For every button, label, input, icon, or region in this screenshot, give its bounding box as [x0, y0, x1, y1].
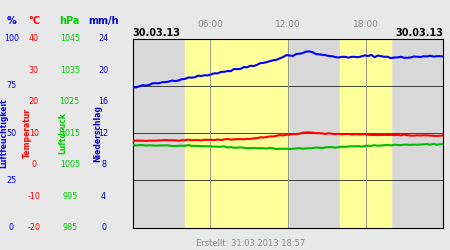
Text: Erstellt: 31.03.2013 18:57: Erstellt: 31.03.2013 18:57 [196, 238, 306, 248]
Text: 24: 24 [99, 34, 108, 43]
Text: 10: 10 [29, 128, 39, 138]
Text: 30: 30 [29, 66, 39, 75]
Text: %: % [6, 16, 16, 26]
Text: -10: -10 [27, 192, 40, 200]
Text: °C: °C [28, 16, 40, 26]
Text: 20: 20 [29, 97, 39, 106]
Text: 18:00: 18:00 [353, 20, 378, 29]
Text: 12:00: 12:00 [275, 20, 301, 29]
Text: 40: 40 [29, 34, 39, 43]
Text: 0: 0 [101, 223, 106, 232]
Text: 1015: 1015 [60, 128, 80, 138]
Text: 25: 25 [6, 176, 16, 185]
Text: 0: 0 [9, 223, 14, 232]
Text: hPa: hPa [59, 16, 80, 26]
Text: 0: 0 [31, 160, 36, 169]
Text: -20: -20 [27, 223, 40, 232]
Text: 1045: 1045 [60, 34, 80, 43]
Text: Niederschlag: Niederschlag [94, 105, 103, 162]
Text: 30.03.13: 30.03.13 [133, 28, 181, 38]
Text: 8: 8 [101, 160, 106, 169]
Bar [340, 39, 392, 228]
Text: 75: 75 [6, 82, 16, 90]
Text: 100: 100 [4, 34, 19, 43]
Text: Temperatur: Temperatur [22, 108, 32, 158]
Text: 1005: 1005 [60, 160, 80, 169]
Text: 1025: 1025 [59, 97, 80, 106]
Text: mm/h: mm/h [88, 16, 119, 26]
Text: 30.03.13: 30.03.13 [395, 28, 443, 38]
Text: 995: 995 [62, 192, 77, 200]
Bar [184, 39, 288, 228]
Text: Luftdruck: Luftdruck [58, 112, 68, 154]
Text: 12: 12 [99, 128, 108, 138]
Text: 985: 985 [62, 223, 77, 232]
Text: 4: 4 [101, 192, 106, 200]
Text: 06:00: 06:00 [198, 20, 223, 29]
Text: 1035: 1035 [60, 66, 80, 75]
Text: Luftfeuchtigkeit: Luftfeuchtigkeit [0, 98, 8, 168]
Text: 20: 20 [99, 66, 108, 75]
Text: 50: 50 [6, 128, 16, 138]
Text: 16: 16 [99, 97, 108, 106]
